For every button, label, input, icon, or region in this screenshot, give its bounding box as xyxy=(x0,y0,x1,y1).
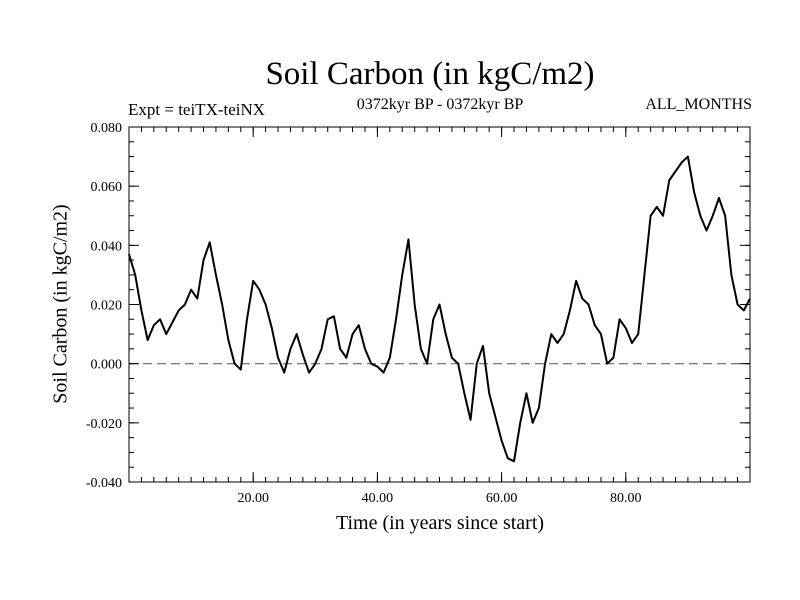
series-line-0 xyxy=(128,155,751,463)
experiment-label: Expt = teiTX-teiNX xyxy=(128,100,266,119)
y-tick-label: 0.040 xyxy=(91,239,123,254)
x-tick-label: 40.00 xyxy=(362,491,394,506)
x-tick-label: 60.00 xyxy=(486,491,518,506)
y-tick-label: 0.000 xyxy=(91,358,123,373)
months-label: ALL_MONTHS xyxy=(645,96,752,113)
x-axis-label: Time (in years since start) xyxy=(335,512,545,534)
y-tick-label: 0.060 xyxy=(91,180,123,195)
chart-subtitle: 0372kyr BP - 0372kyr BP xyxy=(356,96,524,113)
plot-frame xyxy=(128,126,751,483)
x-tick-label: 20.00 xyxy=(237,491,269,506)
y-tick-label: -0.020 xyxy=(86,417,122,432)
chart-title: Soil Carbon (in kgC/m2) xyxy=(265,56,595,92)
y-tick-label: -0.040 xyxy=(86,476,122,491)
x-tick-label: 80.00 xyxy=(610,491,642,506)
y-tick-label: 0.080 xyxy=(91,121,123,136)
y-tick-label: 0.020 xyxy=(91,299,123,314)
